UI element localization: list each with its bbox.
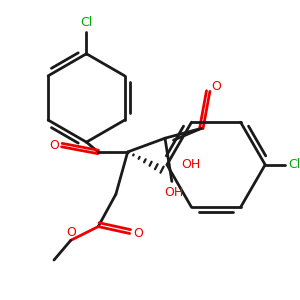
Text: OH: OH — [182, 158, 201, 171]
Text: OH: OH — [164, 186, 184, 199]
Text: O: O — [66, 226, 76, 239]
Text: Cl: Cl — [80, 16, 92, 29]
Text: Cl: Cl — [289, 158, 300, 171]
Text: O: O — [134, 227, 143, 240]
Text: O: O — [211, 80, 221, 93]
Text: O: O — [49, 139, 59, 152]
